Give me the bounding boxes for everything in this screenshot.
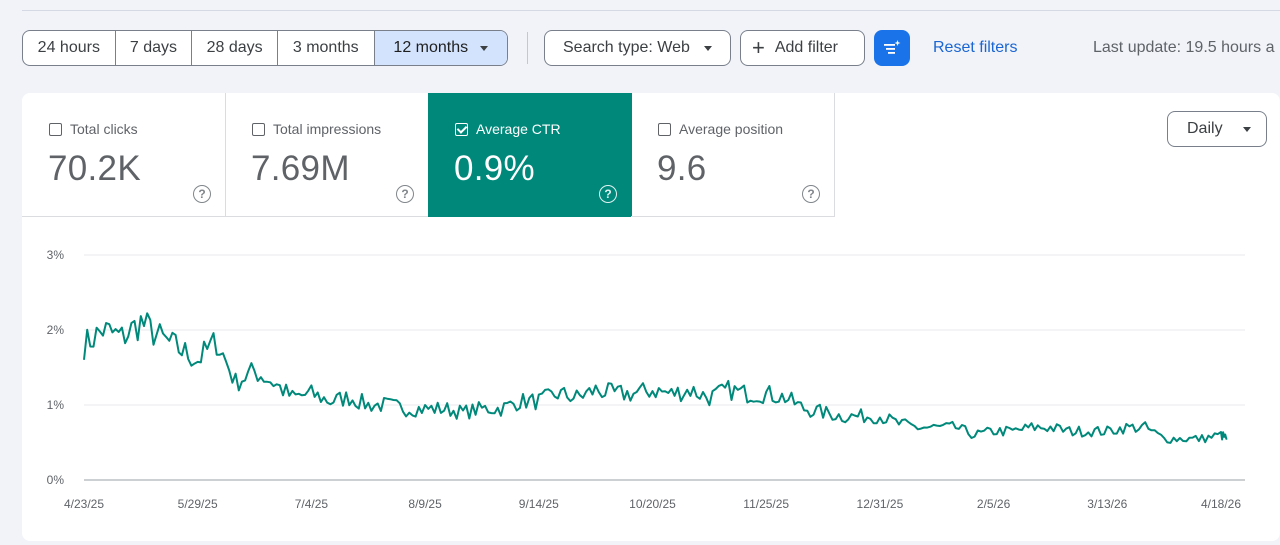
help-icon[interactable]: ? [396,185,414,203]
y-tick-label: 3% [47,248,65,262]
ai-filter-button[interactable] [874,30,910,66]
metric-label-wrap: Average position [658,121,783,137]
plus-icon: + [752,35,765,60]
x-tick-label: 3/13/26 [1087,497,1127,511]
metric-label: Average position [679,121,784,137]
help-icon[interactable]: ? [193,185,211,203]
metric-value: 0.9% [454,149,535,188]
metric-value: 9.6 [657,149,707,188]
ctr-line-chart: 0% 1% 2% 3% 4/23/25 5/29/25 7/4/25 8/9/25 9/14/2… [47,248,1245,511]
metric-average-position[interactable]: Average position 9.6 ? [631,93,835,217]
x-tick-label: 4/23/25 [64,497,104,511]
y-tick-label: 0% [47,473,65,487]
chevron-down-icon [480,45,489,51]
search-type-dropdown[interactable]: Search type: Web [544,30,731,66]
x-tick-label: 7/4/25 [295,497,329,511]
metric-value: 7.69M [251,149,350,188]
x-tick-label: 11/25/25 [743,497,789,511]
range-24-hours-button[interactable]: 24 hours [23,31,116,65]
add-filter-button[interactable]: + Add filter [740,30,865,66]
x-tick-label: 8/9/25 [408,497,442,511]
y-tick-label: 2% [47,323,65,337]
top-divider [22,10,1280,11]
x-tick-label: 12/31/25 [857,497,904,511]
x-tick-label: 5/29/25 [178,497,218,511]
toolbar-separator [527,32,528,64]
metric-total-impressions[interactable]: Total impressions 7.69M ? [225,93,429,217]
add-filter-label: Add filter [774,39,838,56]
metric-label: Total clicks [70,121,138,137]
metric-average-ctr[interactable]: Average CTR 0.9% ? [428,93,632,217]
checkbox-icon[interactable] [658,122,671,136]
x-tick-label: 10/20/25 [629,497,676,511]
last-update-text: Last update: 19.5 hours a [1093,39,1275,56]
filter-sparkle-icon [884,40,901,54]
x-tick-label: 9/14/25 [519,497,559,511]
date-range-selector: 24 hours 7 days 28 days 3 months 12 mont… [22,30,508,66]
help-icon[interactable]: ? [599,185,617,203]
chevron-down-icon [703,45,712,51]
reset-filters-link[interactable]: Reset filters [933,39,1018,56]
range-3-months-button[interactable]: 3 months [278,31,375,65]
range-7-days-button[interactable]: 7 days [116,31,193,65]
metric-label: Total impressions [273,121,382,137]
chevron-down-icon [1242,126,1251,132]
metric-label: Average CTR [476,121,561,137]
granularity-label: Daily [1187,120,1223,137]
metric-label-wrap: Total impressions [252,121,381,137]
help-icon[interactable]: ? [802,185,820,203]
metric-label-wrap: Average CTR [455,121,561,137]
range-12-months-dropdown[interactable]: 12 months [374,31,507,65]
ctr-series-line [83,312,1228,444]
x-tick-label: 2/5/26 [977,497,1011,511]
performance-card: Total clicks 70.2K ? Total impressions 7… [22,93,1280,541]
range-28-days-button[interactable]: 28 days [192,31,278,65]
granularity-dropdown[interactable]: Daily [1167,111,1267,147]
metric-label-wrap: Total clicks [49,121,138,137]
checkbox-icon[interactable] [49,122,62,136]
checkbox-icon[interactable] [252,122,265,136]
metric-value: 70.2K [48,149,141,188]
filter-toolbar: 24 hours 7 days 28 days 3 months 12 mont… [22,30,1280,66]
search-type-label: Search type: Web [563,39,690,56]
checkbox-checked-icon[interactable] [455,122,468,136]
x-tick-label: 4/18/26 [1201,497,1241,511]
metric-total-clicks[interactable]: Total clicks 70.2K ? [22,93,226,217]
y-tick-label: 1% [47,398,65,412]
range-12-months-label: 12 months [393,39,469,56]
